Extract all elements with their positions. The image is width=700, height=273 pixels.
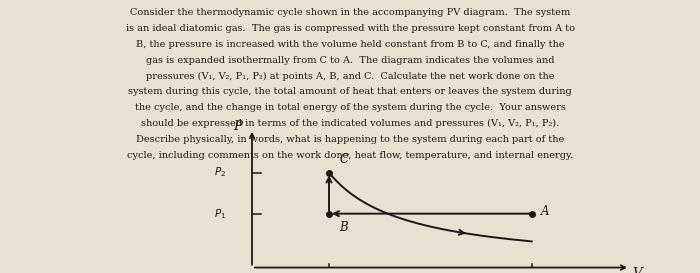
Text: the cycle, and the change in total energy of the system during the cycle.  Your : the cycle, and the change in total energ… <box>134 103 566 112</box>
Text: V: V <box>632 268 642 273</box>
Text: system during this cycle, the total amount of heat that enters or leaves the sys: system during this cycle, the total amou… <box>128 87 572 96</box>
Text: $P_2$: $P_2$ <box>214 166 227 179</box>
Text: B: B <box>340 221 348 234</box>
Text: A: A <box>540 204 550 218</box>
Text: $P_1$: $P_1$ <box>214 207 227 221</box>
Text: P: P <box>234 120 242 133</box>
Text: should be expressed in terms of the indicated volumes and pressures (V₁, V₂, P₁,: should be expressed in terms of the indi… <box>141 119 559 128</box>
Text: cycle, including comments on the work done, heat flow, temperature, and internal: cycle, including comments on the work do… <box>127 151 573 160</box>
Text: Describe physically, in words, what is happening to the system during each part : Describe physically, in words, what is h… <box>136 135 564 144</box>
Text: Consider the thermodynamic cycle shown in the accompanying PV diagram.  The syst: Consider the thermodynamic cycle shown i… <box>130 8 570 17</box>
Text: is an ideal diatomic gas.  The gas is compressed with the pressure kept constant: is an ideal diatomic gas. The gas is com… <box>125 24 575 33</box>
Text: C: C <box>340 153 349 166</box>
Text: pressures (V₁, V₂, P₁, P₂) at points A, B, and C.  Calculate the net work done o: pressures (V₁, V₂, P₁, P₂) at points A, … <box>146 72 554 81</box>
Text: gas is expanded isothermally from C to A.  The diagram indicates the volumes and: gas is expanded isothermally from C to A… <box>146 56 554 65</box>
Text: B, the pressure is increased with the volume held constant from B to C, and fina: B, the pressure is increased with the vo… <box>136 40 564 49</box>
